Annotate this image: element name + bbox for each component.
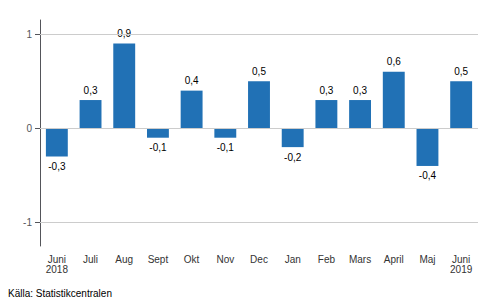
svg-text:-0,3: -0,3: [48, 161, 66, 172]
svg-text:-1: -1: [23, 217, 32, 228]
svg-text:-0,1: -0,1: [217, 142, 235, 153]
svg-text:Juli: Juli: [83, 254, 98, 265]
svg-text:Sept: Sept: [148, 254, 169, 265]
svg-text:Juni: Juni: [452, 253, 471, 265]
svg-text:-0,1: -0,1: [149, 142, 167, 153]
svg-text:2018: 2018: [46, 264, 69, 275]
svg-text:-0,4: -0,4: [419, 170, 437, 181]
svg-text:April: April: [384, 254, 404, 265]
svg-text:2019: 2019: [450, 264, 473, 275]
svg-text:Juni: Juni: [47, 253, 66, 265]
svg-text:Dec: Dec: [250, 254, 268, 265]
svg-text:Jan: Jan: [285, 254, 301, 265]
svg-text:Nov: Nov: [216, 254, 234, 265]
svg-text:0,3: 0,3: [319, 85, 333, 96]
svg-text:0,5: 0,5: [454, 66, 468, 77]
svg-text:-0,2: -0,2: [284, 152, 302, 163]
svg-text:0,3: 0,3: [353, 85, 367, 96]
svg-text:Aug: Aug: [115, 254, 133, 265]
svg-text:0,4: 0,4: [185, 75, 199, 86]
svg-text:0,3: 0,3: [84, 85, 98, 96]
svg-text:0,9: 0,9: [117, 28, 131, 39]
svg-text:Maj: Maj: [419, 254, 435, 265]
svg-text:0: 0: [26, 123, 32, 134]
svg-text:1: 1: [26, 29, 32, 40]
svg-text:Mars: Mars: [349, 254, 371, 265]
svg-text:Feb: Feb: [318, 254, 336, 265]
svg-text:Okt: Okt: [184, 254, 200, 265]
svg-text:Källa: Statistikcentralen: Källa: Statistikcentralen: [8, 288, 112, 299]
svg-text:0,6: 0,6: [387, 56, 401, 67]
svg-text:0,5: 0,5: [252, 66, 266, 77]
